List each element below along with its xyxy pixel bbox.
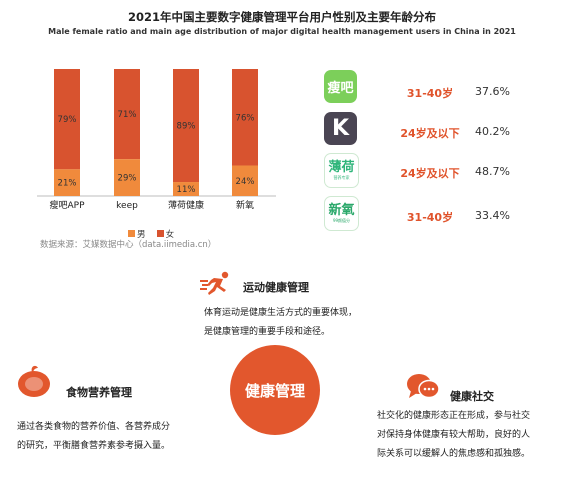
app-pct-2: 48.7% bbox=[475, 165, 510, 178]
social-section-text: 社交化的健康形态正在形成，参与社交 对保持身体健康有较大帮助，良好的人 际关系可… bbox=[377, 411, 531, 459]
chart-subtitle: Male female ratio and main age distribut… bbox=[48, 27, 516, 36]
data-label-female-3: 76% bbox=[236, 113, 255, 123]
sports-section-text: 体育运动是健康生活方式的重要体现， 是健康管理的重要手段和途径。 bbox=[204, 308, 358, 337]
data-label-female-2: 89% bbox=[177, 122, 196, 132]
keep-app-icon: K bbox=[324, 112, 357, 145]
legend-item-female: 女 bbox=[156, 228, 175, 240]
social-section-title: 健康社交 bbox=[450, 390, 494, 403]
data-source-note: 数据来源：艾媒数据中心（data.iimedia.cn） bbox=[40, 240, 217, 250]
chart-legend: 男 女 bbox=[128, 222, 180, 241]
sports-section-title: 运动健康管理 bbox=[243, 281, 309, 294]
bar-male-3 bbox=[232, 165, 258, 196]
app-age-0: 31-40岁 bbox=[406, 87, 454, 100]
legend-swatch-female bbox=[156, 230, 164, 237]
data-label-female-1: 71% bbox=[118, 110, 137, 120]
app-pct-3: 33.4% bbox=[475, 209, 510, 222]
x-tick-label-3: 新氧 bbox=[236, 199, 254, 211]
bar-female-3 bbox=[232, 69, 258, 166]
app-pct-1: 40.2% bbox=[475, 125, 510, 138]
legend-swatch-male bbox=[128, 230, 135, 237]
x-tick-label-0: 瘦吧APP bbox=[49, 199, 85, 211]
legend-item-male: 男 bbox=[128, 228, 146, 240]
food-section-text: 通过各类食物的营养价值、各营养成分 的研究，平衡膳食营养素参考摄入量。 bbox=[17, 422, 171, 451]
data-label-male-1: 29% bbox=[118, 174, 137, 184]
legend-label-female: 女 bbox=[165, 229, 175, 240]
data-label-male-3: 24% bbox=[236, 177, 255, 187]
bar-female-2 bbox=[173, 69, 199, 183]
stacked-bar-chart: 79% 21% 瘦吧APP 71% 29% keep 89% 11% 薄荷健康 76% 24% 新氧 bbox=[37, 69, 276, 211]
data-label-female-0: 79% bbox=[58, 115, 77, 125]
data-label-male-2: 11% bbox=[177, 185, 196, 195]
data-label-male-0: 21% bbox=[58, 179, 77, 189]
soyoung-app-icon: 新氧 99颜值分 bbox=[324, 196, 359, 231]
health-management-circle: 健康管理 bbox=[230, 345, 320, 435]
chart-title: 2021年中国主要数字健康管理平台用户性别及主要年龄分布 bbox=[127, 10, 436, 24]
bar-female-0 bbox=[54, 69, 80, 170]
app-pct-0: 37.6% bbox=[475, 85, 510, 98]
food-section-title: 食物营养管理 bbox=[66, 386, 132, 399]
bar-male-1 bbox=[114, 159, 140, 196]
running-person-icon bbox=[200, 271, 229, 295]
app-age-3: 31-40岁 bbox=[406, 211, 454, 224]
bar-male-2 bbox=[173, 182, 199, 196]
legend-label-male: 男 bbox=[137, 229, 146, 240]
x-tick-label-1: keep bbox=[116, 201, 138, 211]
app-age-2: 24岁及以下 bbox=[400, 167, 460, 180]
bar-female-1 bbox=[114, 69, 140, 160]
fruit-icon bbox=[18, 365, 50, 397]
shouba-app-icon: 瘦吧 bbox=[324, 70, 357, 103]
boohee-app-icon: 薄荷 营养专家 bbox=[324, 153, 359, 188]
x-tick-label-2: 薄荷健康 bbox=[168, 199, 204, 211]
app-age-1: 24岁及以下 bbox=[400, 127, 460, 140]
chat-bubbles-icon bbox=[407, 374, 440, 399]
bar-male-0 bbox=[54, 169, 80, 196]
